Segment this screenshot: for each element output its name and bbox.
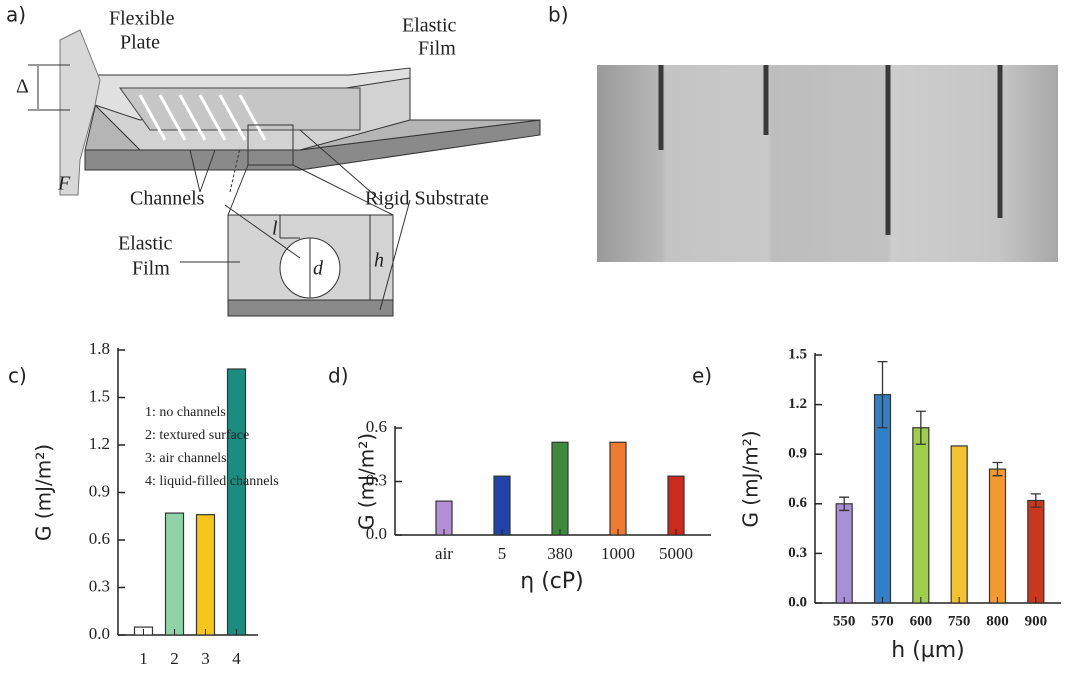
label: Rigid Substrate [365,188,489,210]
y-tick-label: 0.6 [366,417,387,436]
y-tick-label: 1.8 [89,339,110,358]
y-tick-label: 1.2 [89,434,110,453]
schematic-labels: Flexible Plate Elastic Film Δ F Channels… [16,8,489,280]
label: h [374,250,384,272]
label: F [57,173,71,195]
panel-label: c) [8,364,27,388]
error-bar [992,461,1003,477]
y-axis-label: G (mJ/m²) [739,430,763,527]
bar [912,427,930,604]
error-bar [839,496,850,512]
error-bar [1030,493,1041,508]
label: Film [418,38,456,60]
legend-text: 1: no channels [145,405,226,420]
label: Flexible [109,8,175,30]
y-tick-label: 1.5 [89,386,110,405]
bar [988,468,1007,604]
x-tick-label: 380 [547,544,573,563]
y-tick-label: 0.9 [788,446,807,462]
bar [164,512,185,636]
panel-label: a) [6,3,26,27]
label: Channels [130,188,205,210]
x-tick-label: 550 [833,613,856,629]
legend-text: 2: textured surface [145,428,249,443]
y-tick-label: 0.0 [366,524,387,543]
y-axis-label: G (mJ/m²) [355,433,379,530]
label: Elastic [402,15,457,37]
panel-label: b) [548,3,569,27]
panel-label: e) [692,364,712,388]
y-tick-label: 0.6 [89,529,110,548]
x-tick-label: 800 [986,613,1009,629]
x-axis-label: h (µm) [891,638,965,663]
bar [195,514,216,636]
x-tick-label: 570 [871,613,894,629]
bar [835,503,853,604]
label: Plate [120,32,160,54]
y-tick-label: 1.2 [788,396,807,412]
x-tick-label: air [435,544,453,563]
bar [493,475,511,536]
x-tick-label: 5 [498,544,507,563]
legend-text: 3: air channels [145,451,227,466]
x-tick-label: 2 [170,649,179,668]
y-tick-label: 0.3 [89,576,110,595]
x-axis-label: η (cP) [520,569,583,594]
label: l [272,218,278,240]
bar [609,441,627,536]
bar [1027,499,1045,604]
label: Film [132,258,170,280]
x-tick-label: 5000 [659,544,693,563]
y-tick-label: 0.9 [89,481,110,500]
bar [551,441,569,536]
x-tick-label: 1000 [601,544,635,563]
bar [667,475,685,536]
panel-label: d) [328,364,349,388]
y-tick-label: 1.5 [788,346,807,362]
x-tick-label: 750 [948,613,971,629]
x-tick-label: 1 [139,649,148,668]
x-tick-label: 4 [232,649,241,668]
y-tick-label: 0.3 [366,470,387,489]
y-axis-label: G (mJ/m²) [32,444,56,541]
photo [597,65,1058,262]
legend-text: 4: liquid-filled channels [145,474,279,489]
label: d [313,258,324,280]
x-tick-label: 600 [910,613,933,629]
schematic [28,29,541,317]
label: Δ [16,76,29,98]
error-bar [915,410,926,445]
y-tick-label: 0.6 [788,495,807,511]
y-tick-label: 0.3 [788,545,807,561]
bar [226,368,247,636]
label: Elastic [118,233,173,255]
bar [950,445,968,604]
x-tick-label: 900 [1025,613,1048,629]
x-tick-label: 3 [201,649,210,668]
y-tick-label: 0.0 [89,624,110,643]
y-tick-label: 0.0 [788,594,807,610]
error-bar [877,360,888,429]
